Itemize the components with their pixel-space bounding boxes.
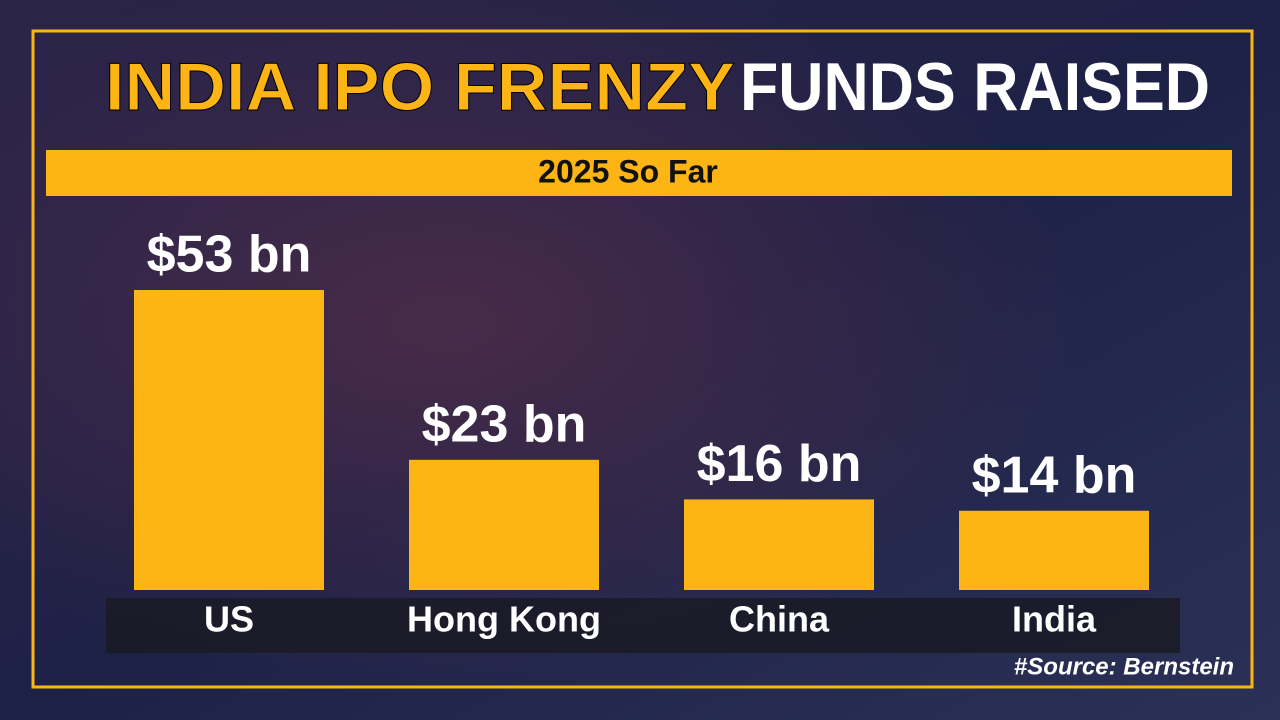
- x-tick-label: India: [1012, 599, 1097, 640]
- value-label: $14 bn: [972, 446, 1137, 504]
- subtitle: 2025 So Far: [538, 153, 718, 189]
- value-label: $16 bn: [697, 435, 862, 493]
- value-label: $23 bn: [422, 396, 587, 454]
- value-label: $53 bn: [147, 226, 312, 284]
- subtitle-band: [46, 150, 1232, 196]
- x-tick-label: China: [729, 599, 830, 640]
- chart-title: INDIA IPO FRENZY: [105, 49, 735, 125]
- bar: [684, 499, 874, 590]
- bar: [409, 459, 599, 590]
- category-band: [106, 598, 1180, 653]
- bar: [134, 290, 324, 590]
- source-note: #Source: Bernstein: [1014, 653, 1234, 680]
- chart-title-secondary: FUNDS RAISED: [740, 49, 1210, 125]
- x-tick-label: US: [204, 599, 254, 640]
- frame: [31, 29, 1254, 689]
- bar: [959, 510, 1149, 590]
- x-tick-label: Hong Kong: [407, 599, 601, 640]
